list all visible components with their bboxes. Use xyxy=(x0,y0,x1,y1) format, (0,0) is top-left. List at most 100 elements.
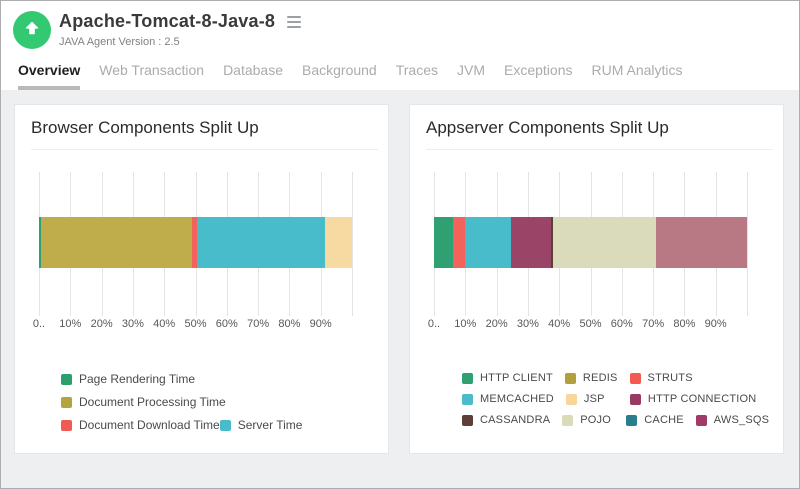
bar-segment-http-client[interactable] xyxy=(434,217,453,268)
x-tick-label: 60% xyxy=(610,318,633,330)
page-title: Apache-Tomcat-8-Java-8 xyxy=(59,11,276,31)
browser-components-card: Browser Components Split Up 0.. 10% 20% 30%… xyxy=(14,104,389,454)
divider xyxy=(31,149,378,150)
bar-segment-unlabeled[interactable] xyxy=(325,217,352,268)
legend-swatch-icon xyxy=(629,393,641,405)
app-status-avatar xyxy=(13,11,51,49)
x-tick-label: 10% xyxy=(59,318,82,330)
agent-version-label: JAVA Agent Version : 2.5 xyxy=(59,36,180,48)
legend-swatch-icon xyxy=(629,372,641,384)
x-tick-label: 90% xyxy=(704,318,727,330)
tab-exceptions[interactable]: Exceptions xyxy=(504,62,573,78)
legend-item-jsp[interactable]: JSP xyxy=(565,393,618,405)
legend-item-http-connection[interactable]: HTTP CONNECTION xyxy=(629,393,757,405)
stacked-bar xyxy=(434,217,747,268)
legend-item-aws-sqs[interactable]: AWS_SQS xyxy=(695,414,770,426)
bar-segment-pojo[interactable] xyxy=(553,217,656,268)
legend-row: MEMCACHED JSP HTTP CONNECTION xyxy=(462,393,783,405)
bar-segment-struts[interactable] xyxy=(452,217,466,268)
legend-item-page-rendering-time[interactable]: Page Rendering Time xyxy=(61,372,209,386)
appserver-components-legend: HTTP CLIENT REDIS STRUTS MEMCACHED JSP HTTP C… xyxy=(410,372,783,426)
browser-components-plot xyxy=(39,172,353,316)
x-tick-label: 50% xyxy=(184,318,207,330)
legend-item-redis[interactable]: REDIS xyxy=(564,372,618,384)
legend-item-cache[interactable]: CACHE xyxy=(626,414,684,426)
dashboard-content: Browser Components Split Up 0.. 10% 20% 30%… xyxy=(1,90,799,488)
legend-label: REDIS xyxy=(582,372,618,384)
x-tick-label: 20% xyxy=(90,318,113,330)
tab-overview[interactable]: Overview xyxy=(18,62,81,90)
appserver-components-plot xyxy=(434,172,748,316)
legend-label: Document Processing Time xyxy=(79,395,226,409)
tab-jvm[interactable]: JVM xyxy=(457,62,485,78)
legend-row: CASSANDRA POJO CACHE AWS_SQS xyxy=(462,414,783,426)
arrow-up-icon xyxy=(23,19,41,42)
legend-label: HTTP CONNECTION xyxy=(647,393,757,405)
legend-label: AWS_SQS xyxy=(713,414,770,426)
x-tick-label: 70% xyxy=(247,318,270,330)
x-tick-label: 60% xyxy=(215,318,238,330)
tab-rum-analytics[interactable]: RUM Analytics xyxy=(591,62,683,78)
legend-item-document-processing-time[interactable]: Document Processing Time xyxy=(61,395,226,409)
x-tick-label: 40% xyxy=(153,318,176,330)
x-tick-label: 0.. xyxy=(32,318,46,330)
bar-segment-memcached[interactable] xyxy=(465,217,511,268)
grid-line xyxy=(352,172,353,316)
tab-bar: Overview Web Transaction Database Backgr… xyxy=(1,62,799,90)
chart-title: Browser Components Split Up xyxy=(31,118,259,137)
legend-swatch-icon xyxy=(565,393,577,405)
chart-title: Appserver Components Split Up xyxy=(426,118,669,137)
tab-traces[interactable]: Traces xyxy=(395,62,438,78)
legend-item-pojo[interactable]: POJO xyxy=(562,414,614,426)
stacked-bar xyxy=(39,217,352,268)
legend-label: STRUTS xyxy=(647,372,693,384)
grid-line xyxy=(747,172,748,316)
legend-label: JSP xyxy=(583,393,605,405)
tab-web-transaction[interactable]: Web Transaction xyxy=(99,62,205,78)
legend-label: Page Rendering Time xyxy=(79,372,196,386)
bar-segment-aws-sqs[interactable] xyxy=(655,217,747,268)
bar-segment-page-rendering-time[interactable] xyxy=(39,217,41,268)
bar-segment-document-processing-time[interactable] xyxy=(40,217,193,268)
app-header: Apache-Tomcat-8-Java-8 JAVA Agent Versio… xyxy=(1,1,799,49)
legend-swatch-icon xyxy=(462,393,473,405)
bar-segment-server-time[interactable] xyxy=(197,217,326,268)
legend-label: Server Time xyxy=(237,418,303,432)
legend-swatch-icon xyxy=(695,414,707,426)
legend-swatch-icon xyxy=(462,372,473,384)
x-tick-label: 30% xyxy=(516,318,539,330)
x-tick-label: 40% xyxy=(548,318,571,330)
legend-item-struts[interactable]: STRUTS xyxy=(629,372,693,384)
bar-segment-http-connection[interactable] xyxy=(510,217,552,268)
legend-item-server-time[interactable]: Server Time xyxy=(219,418,368,432)
x-tick-label: 70% xyxy=(642,318,665,330)
bar-segment-document-download-time[interactable] xyxy=(192,217,198,268)
legend-label: MEMCACHED xyxy=(480,393,554,405)
legend-swatch-icon xyxy=(61,419,72,431)
x-axis: 0.. 10% 20% 30% 40% 50% 60% 70% 80% 90% xyxy=(33,316,352,332)
hamburger-menu-icon[interactable] xyxy=(285,14,303,30)
legend-swatch-icon xyxy=(564,372,576,384)
legend-swatch-icon xyxy=(562,414,574,426)
x-tick-label: 80% xyxy=(278,318,301,330)
x-tick-label: 0.. xyxy=(427,318,441,330)
legend-item-document-download-time[interactable]: Document Download Time xyxy=(61,418,220,432)
tab-background[interactable]: Background xyxy=(302,62,377,78)
legend-item-cassandra[interactable]: CASSANDRA xyxy=(462,414,550,426)
legend-item-http-client[interactable]: HTTP CLIENT xyxy=(462,372,553,384)
x-tick-label: 80% xyxy=(673,318,696,330)
legend-item-memcached[interactable]: MEMCACHED xyxy=(462,393,554,405)
x-tick-label: 50% xyxy=(579,318,602,330)
legend-label: CASSANDRA xyxy=(480,414,551,426)
tab-database[interactable]: Database xyxy=(223,62,283,78)
bar-segment-cassandra[interactable] xyxy=(551,217,554,268)
legend-label: POJO xyxy=(580,414,612,426)
x-axis: 0.. 10% 20% 30% 40% 50% 60% 70% 80% 90% xyxy=(428,316,747,332)
legend-swatch-icon xyxy=(462,414,473,426)
divider xyxy=(426,149,773,150)
legend-row: Document Download Time Server Time xyxy=(61,418,388,432)
x-tick-label: 20% xyxy=(485,318,508,330)
legend-swatch-icon xyxy=(61,396,72,408)
x-tick-label: 30% xyxy=(121,318,144,330)
